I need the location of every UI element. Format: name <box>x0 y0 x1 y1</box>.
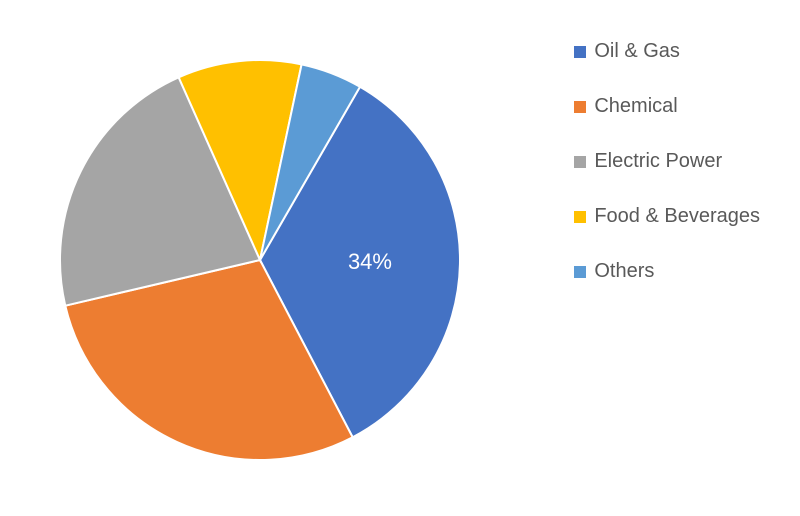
legend-label: Oil & Gas <box>594 40 680 63</box>
legend-marker <box>574 46 586 58</box>
legend: Oil & Gas Chemical Electric Power Food &… <box>574 40 760 283</box>
legend-label: Chemical <box>594 95 677 118</box>
legend-item: Food & Beverages <box>574 205 760 228</box>
pie-chart-container: 34% Oil & Gas Chemical Electric Power Fo… <box>0 0 800 516</box>
legend-item: Chemical <box>574 95 760 118</box>
legend-marker <box>574 266 586 278</box>
legend-marker <box>574 211 586 223</box>
legend-label: Electric Power <box>594 150 722 173</box>
legend-label: Others <box>594 260 654 283</box>
legend-item: Electric Power <box>574 150 760 173</box>
pie-chart: 34% <box>60 60 460 460</box>
legend-item: Others <box>574 260 760 283</box>
legend-label: Food & Beverages <box>594 205 760 228</box>
legend-marker <box>574 101 586 113</box>
pie-svg <box>60 60 460 460</box>
legend-item: Oil & Gas <box>574 40 760 63</box>
legend-marker <box>574 156 586 168</box>
